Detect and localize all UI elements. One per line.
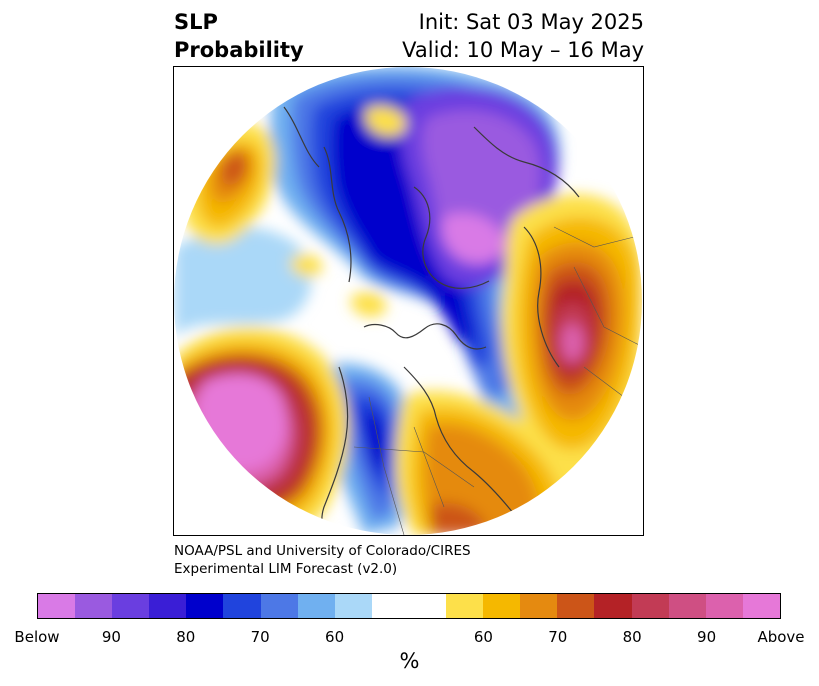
colorbar-segment bbox=[408, 594, 447, 618]
map-panel bbox=[173, 66, 644, 536]
colorbar-tick-label: 60 bbox=[473, 628, 493, 646]
colorbar-segment bbox=[223, 594, 261, 618]
colorbar-tick-label: Above bbox=[757, 628, 805, 646]
colorbar-segment bbox=[371, 594, 409, 618]
colorbar bbox=[37, 593, 781, 619]
coastlines bbox=[283, 106, 580, 535]
colorbar-segment bbox=[705, 594, 743, 618]
colorbar-segment bbox=[631, 594, 669, 618]
colorbar-tick-label: 70 bbox=[250, 628, 270, 646]
colorbar-segment bbox=[260, 594, 298, 618]
colorbar-unit-label: % bbox=[399, 649, 420, 673]
colorbar-segment bbox=[594, 594, 632, 618]
colorbar-segment bbox=[334, 594, 372, 618]
colorbar-segment bbox=[668, 594, 706, 618]
forecast-dates: Init: Sat 03 May 2025 Valid: 10 May – 16… bbox=[402, 8, 644, 64]
colorbar-tick-label: 60 bbox=[325, 628, 345, 646]
colorbar-tick-label: 70 bbox=[548, 628, 568, 646]
init-date: Init: Sat 03 May 2025 bbox=[418, 10, 644, 34]
colorbar-tick-label: Below bbox=[14, 628, 60, 646]
colorbar-segment bbox=[297, 594, 335, 618]
colorbar-segment bbox=[186, 594, 224, 618]
colorbar-tick-label: 80 bbox=[622, 628, 642, 646]
colorbar-segment bbox=[742, 594, 780, 618]
credits: NOAA/PSL and University of Colorado/CIRE… bbox=[174, 542, 471, 578]
credits-line2: Experimental LIM Forecast (v2.0) bbox=[174, 561, 398, 577]
colorbar-tick-label: 90 bbox=[101, 628, 121, 646]
colorbar-segment bbox=[483, 594, 521, 618]
colorbar-segment bbox=[75, 594, 113, 618]
colorbar-segment bbox=[446, 594, 484, 618]
colorbar-segment bbox=[112, 594, 150, 618]
probability-shading bbox=[174, 67, 642, 535]
credits-line1: NOAA/PSL and University of Colorado/CIRE… bbox=[174, 543, 471, 559]
title-variable: SLP bbox=[174, 10, 218, 34]
colorbar-segment bbox=[520, 594, 558, 618]
colorbar-segment bbox=[557, 594, 595, 618]
valid-dates: Valid: 10 May – 16 May bbox=[402, 38, 644, 62]
map-title: SLP Probability bbox=[174, 8, 304, 64]
colorbar-ticks: Below 90 80 70 60 60 70 80 90 Above bbox=[0, 628, 819, 648]
probability-map bbox=[174, 67, 642, 535]
colorbar-segment bbox=[38, 594, 76, 618]
colorbar-tick-label: 80 bbox=[176, 628, 196, 646]
title-quantity: Probability bbox=[174, 38, 304, 62]
colorbar-tick-label: 90 bbox=[697, 628, 717, 646]
colorbar-segment bbox=[149, 594, 187, 618]
